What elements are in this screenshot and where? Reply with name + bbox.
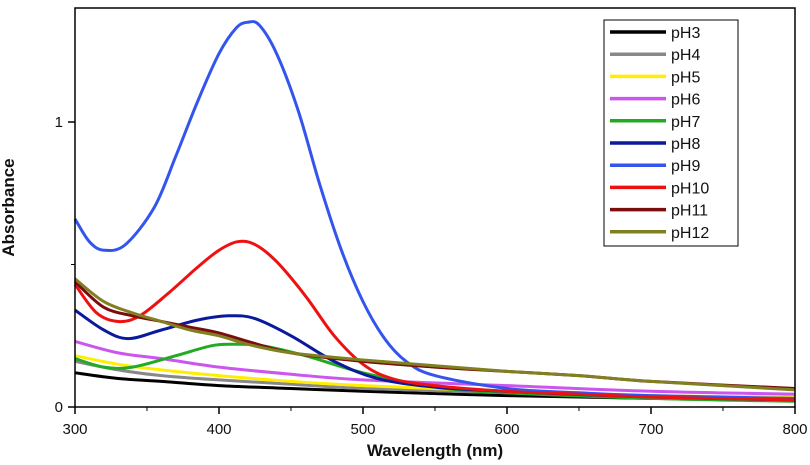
legend-label-ph3: pH3 (671, 25, 700, 42)
legend-label-ph5: pH5 (671, 69, 700, 86)
tick-layer: 300 400 500 600 700 800 0 1 (55, 114, 808, 438)
legend-label-ph8: pH8 (671, 136, 700, 153)
x-tick-label: 800 (782, 421, 807, 438)
legend-label-ph9: pH9 (671, 158, 700, 175)
x-tick-label: 600 (494, 421, 519, 438)
series-line-ph6 (74, 339, 796, 396)
legend: pH3 pH4 pH5 pH6 pH7 pH8 pH9 pH10 pH11 pH12 (603, 19, 739, 247)
x-tick-label: 400 (206, 421, 231, 438)
legend-label-ph7: pH7 (671, 114, 700, 131)
series-line-ph12 (74, 277, 796, 392)
y-tick-label: 0 (55, 399, 63, 416)
y-axis-title: Absorbance (0, 158, 18, 256)
x-tick-label: 700 (638, 421, 663, 438)
series-line-ph9 (73, 20, 796, 400)
y-tick-label: 1 (55, 114, 63, 131)
series-layer (73, 20, 796, 403)
legend-label-ph6: pH6 (671, 92, 700, 109)
legend-label-ph12: pH12 (671, 225, 709, 242)
x-tick-label: 500 (350, 421, 375, 438)
x-axis-title: Wavelength (nm) (367, 441, 503, 460)
legend-label-ph4: pH4 (671, 47, 700, 64)
legend-label-ph11: pH11 (671, 203, 708, 220)
legend-label-ph10: pH10 (671, 180, 709, 197)
x-tick-label: 300 (62, 421, 87, 438)
